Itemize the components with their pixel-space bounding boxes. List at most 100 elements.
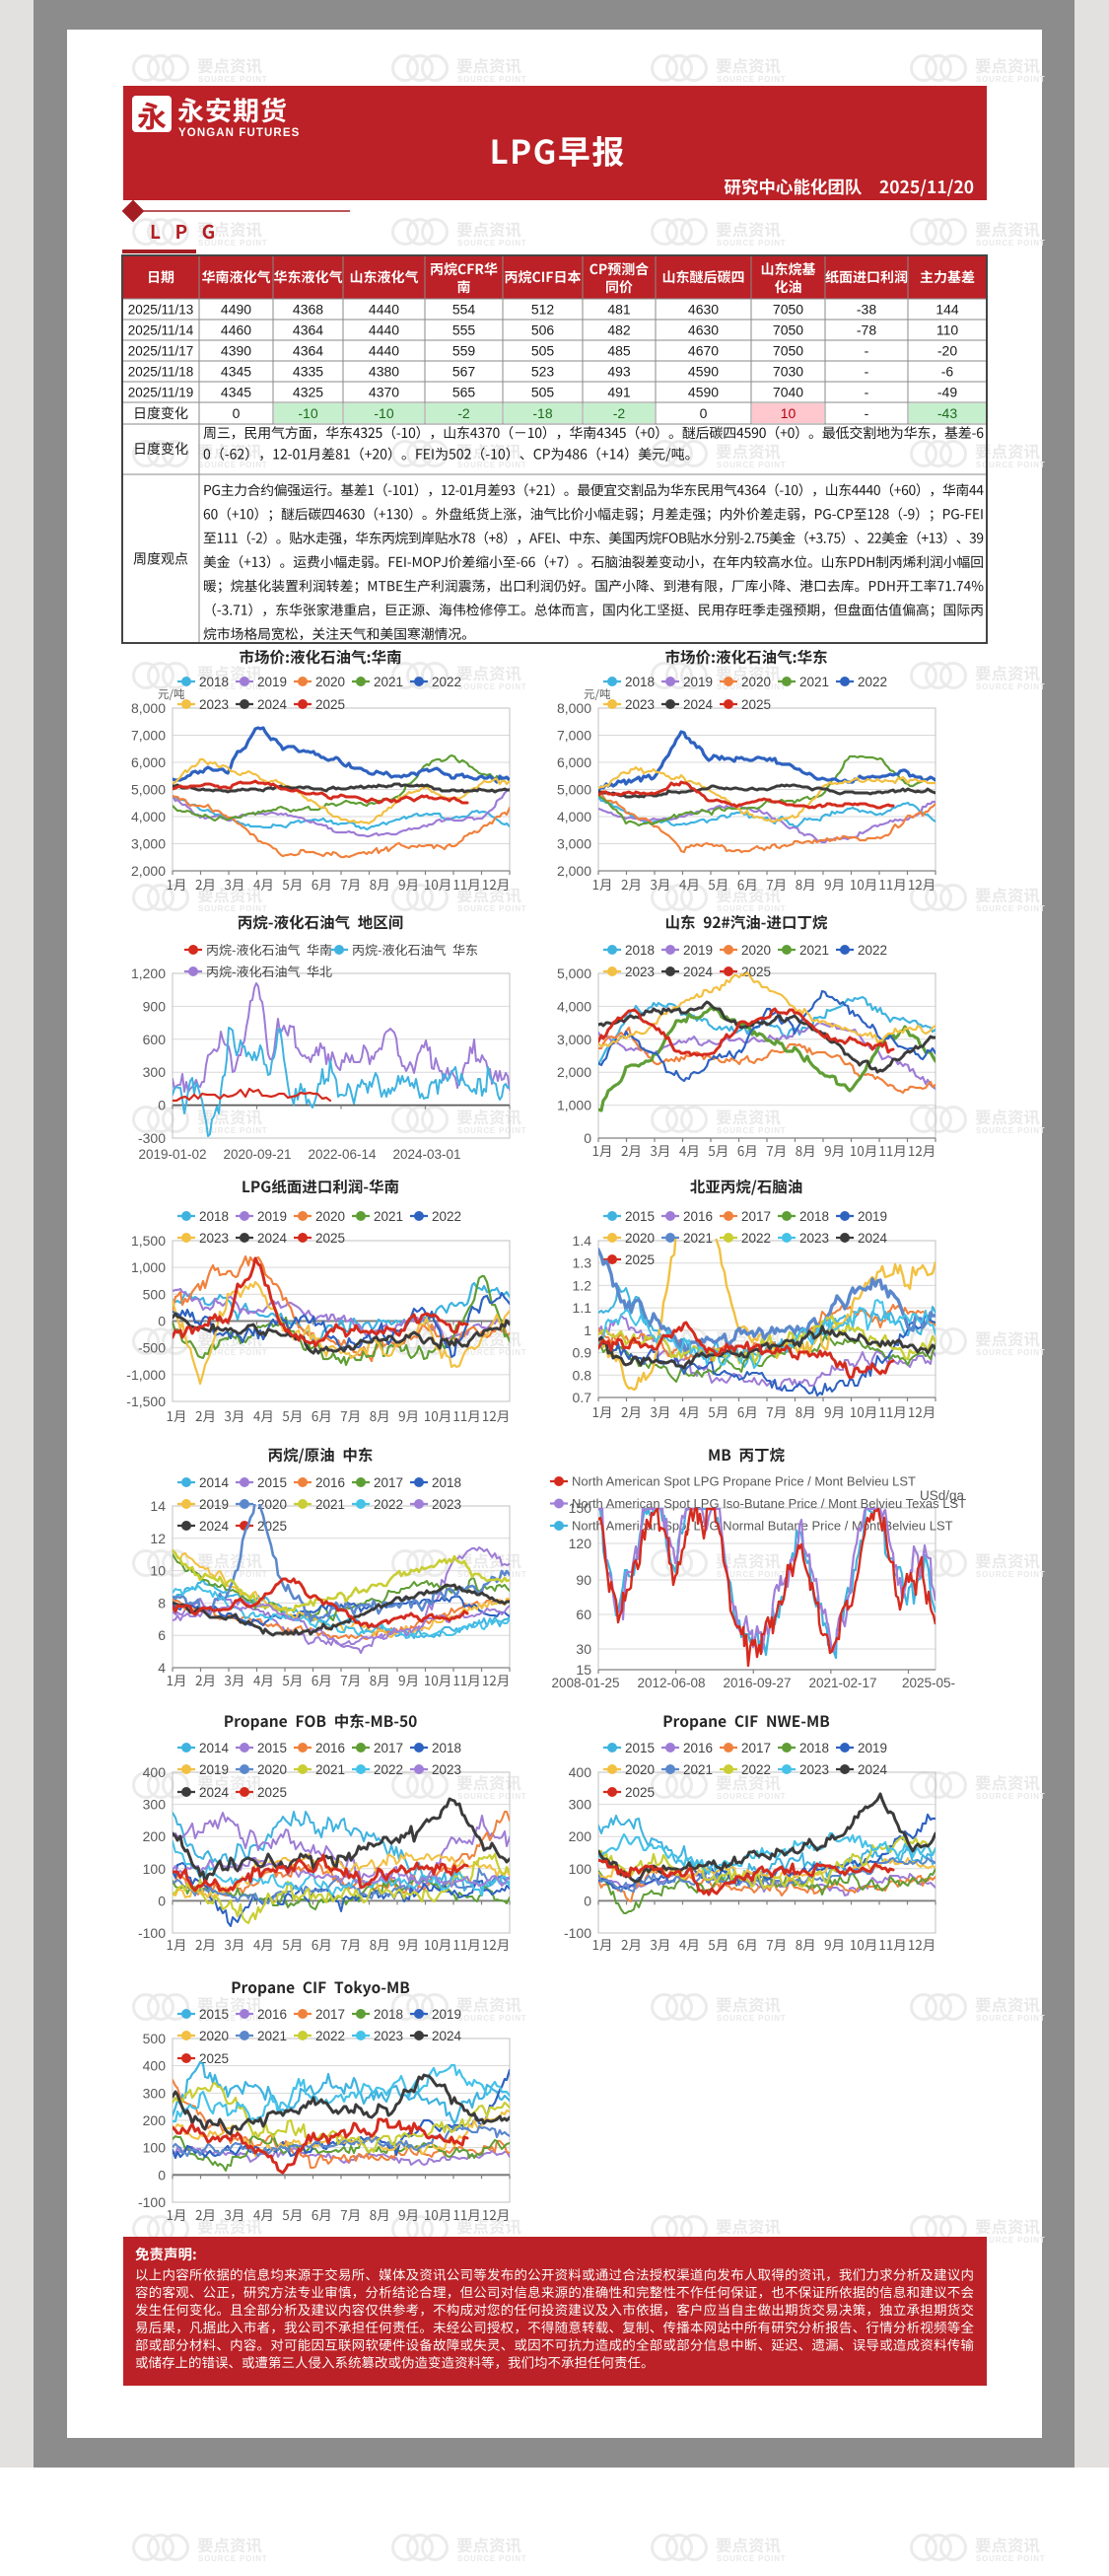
svg-text:SOURCE POINT: SOURCE POINT bbox=[198, 682, 268, 691]
svg-text:2025: 2025 bbox=[315, 697, 345, 712]
svg-text:1,000: 1,000 bbox=[131, 1259, 166, 1275]
svg-text:SOURCE POINT: SOURCE POINT bbox=[976, 682, 1046, 691]
svg-text:30: 30 bbox=[576, 1641, 591, 1657]
svg-text:0: 0 bbox=[700, 405, 708, 421]
svg-text:-6: -6 bbox=[941, 364, 954, 380]
svg-text:2014: 2014 bbox=[199, 1475, 230, 1490]
svg-text:0: 0 bbox=[158, 1893, 166, 1908]
svg-text:4460: 4460 bbox=[221, 322, 251, 338]
svg-text:2024: 2024 bbox=[257, 1231, 288, 1246]
svg-text:SOURCE POINT: SOURCE POINT bbox=[198, 1348, 268, 1357]
svg-text:200: 200 bbox=[569, 1828, 592, 1844]
svg-text:4490: 4490 bbox=[221, 302, 251, 318]
svg-text:60: 60 bbox=[576, 1607, 591, 1622]
svg-text:2008-01-25: 2008-01-25 bbox=[551, 1676, 619, 1690]
svg-text:SOURCE POINT: SOURCE POINT bbox=[717, 2554, 787, 2563]
svg-text:-2: -2 bbox=[613, 405, 626, 421]
svg-text:567: 567 bbox=[452, 364, 476, 380]
svg-text:554: 554 bbox=[452, 302, 476, 318]
svg-text:0.9: 0.9 bbox=[573, 1345, 592, 1361]
svg-text:4390: 4390 bbox=[221, 343, 251, 359]
svg-text:2023: 2023 bbox=[199, 1231, 229, 1246]
svg-text:6: 6 bbox=[158, 1627, 166, 1643]
svg-text:2,000: 2,000 bbox=[557, 1064, 591, 1080]
svg-text:4325: 4325 bbox=[293, 385, 323, 400]
svg-text:4630: 4630 bbox=[688, 322, 719, 338]
svg-text:-38: -38 bbox=[857, 302, 876, 318]
svg-text:2016-09-27: 2016-09-27 bbox=[723, 1676, 791, 1690]
svg-text:2020: 2020 bbox=[741, 943, 771, 958]
svg-text:3,000: 3,000 bbox=[131, 836, 166, 852]
svg-text:2022: 2022 bbox=[858, 675, 887, 689]
svg-text:15: 15 bbox=[576, 1662, 591, 1678]
svg-text:-500: -500 bbox=[138, 1340, 166, 1356]
svg-text:2023: 2023 bbox=[625, 965, 655, 979]
svg-text:0.7: 0.7 bbox=[573, 1390, 592, 1405]
svg-text:2025: 2025 bbox=[741, 965, 771, 979]
svg-text:SOURCE POINT: SOURCE POINT bbox=[976, 1570, 1046, 1579]
svg-text:2015: 2015 bbox=[625, 1741, 655, 1755]
svg-text:2015: 2015 bbox=[625, 1209, 655, 1224]
svg-text:1: 1 bbox=[584, 1323, 591, 1338]
svg-text:2020: 2020 bbox=[257, 1762, 287, 1777]
svg-text:90: 90 bbox=[576, 1572, 591, 1588]
svg-text:4368: 4368 bbox=[293, 302, 323, 318]
svg-text:2020-09-21: 2020-09-21 bbox=[223, 1147, 291, 1162]
svg-text:2020: 2020 bbox=[315, 675, 345, 689]
svg-text:SOURCE POINT: SOURCE POINT bbox=[976, 461, 1046, 469]
svg-text:-18: -18 bbox=[532, 405, 552, 421]
svg-text:2023: 2023 bbox=[374, 2029, 403, 2043]
svg-text:400: 400 bbox=[143, 1764, 167, 1780]
svg-text:2023: 2023 bbox=[625, 697, 655, 712]
svg-text:2025-05-: 2025-05- bbox=[902, 1676, 955, 1690]
svg-text:SOURCE POINT: SOURCE POINT bbox=[198, 2014, 268, 2023]
svg-text:10: 10 bbox=[150, 1563, 166, 1579]
svg-text:1.2: 1.2 bbox=[573, 1277, 592, 1293]
svg-text:2025/11/18: 2025/11/18 bbox=[128, 365, 194, 380]
svg-text:2025/11/19: 2025/11/19 bbox=[128, 386, 194, 400]
svg-text:2018: 2018 bbox=[432, 1741, 461, 1755]
svg-text:2019: 2019 bbox=[199, 1762, 229, 1777]
svg-text:2018: 2018 bbox=[374, 2007, 403, 2022]
svg-text:1,500: 1,500 bbox=[131, 1233, 166, 1249]
svg-text:SOURCE POINT: SOURCE POINT bbox=[198, 1126, 268, 1135]
svg-text:2017: 2017 bbox=[741, 1209, 771, 1224]
svg-text:2017: 2017 bbox=[741, 1741, 771, 1755]
svg-text:512: 512 bbox=[531, 302, 555, 318]
svg-text:SOURCE POINT: SOURCE POINT bbox=[198, 461, 268, 469]
svg-text:4380: 4380 bbox=[369, 364, 399, 380]
svg-text:900: 900 bbox=[143, 998, 167, 1014]
svg-text:SOURCE POINT: SOURCE POINT bbox=[457, 1570, 527, 1579]
svg-text:4590: 4590 bbox=[688, 364, 719, 380]
svg-text:-20: -20 bbox=[937, 343, 957, 359]
svg-text:-49: -49 bbox=[937, 385, 957, 400]
svg-text:2021: 2021 bbox=[799, 943, 829, 958]
svg-text:2016: 2016 bbox=[683, 1741, 713, 1755]
svg-text:-78: -78 bbox=[857, 322, 876, 338]
svg-text:2017: 2017 bbox=[374, 1741, 403, 1755]
svg-text:300: 300 bbox=[569, 1797, 592, 1813]
svg-text:4590: 4590 bbox=[688, 385, 719, 400]
svg-text:North American Spot LPG Normal: North American Spot LPG Normal Butane Pr… bbox=[572, 1519, 953, 1534]
svg-text:2022: 2022 bbox=[374, 1762, 403, 1777]
svg-text:SOURCE POINT: SOURCE POINT bbox=[717, 1126, 787, 1135]
svg-text:8,000: 8,000 bbox=[557, 700, 591, 716]
svg-text:SOURCE POINT: SOURCE POINT bbox=[457, 75, 527, 84]
svg-text:2019: 2019 bbox=[199, 1497, 229, 1512]
svg-text:4345: 4345 bbox=[221, 364, 251, 380]
svg-text:2021: 2021 bbox=[799, 675, 829, 689]
svg-text:482: 482 bbox=[607, 322, 631, 338]
svg-text:-10: -10 bbox=[298, 405, 317, 421]
svg-text:SOURCE POINT: SOURCE POINT bbox=[198, 1792, 268, 1801]
svg-text:SOURCE POINT: SOURCE POINT bbox=[198, 1570, 268, 1579]
svg-text:SOURCE POINT: SOURCE POINT bbox=[717, 239, 787, 248]
svg-text:SOURCE POINT: SOURCE POINT bbox=[976, 2554, 1046, 2563]
svg-text:2018: 2018 bbox=[625, 943, 655, 958]
svg-text:2019: 2019 bbox=[858, 1741, 887, 1755]
svg-text:1,000: 1,000 bbox=[557, 1098, 591, 1113]
svg-text:0.8: 0.8 bbox=[573, 1367, 592, 1383]
svg-text:100: 100 bbox=[569, 1861, 592, 1877]
svg-text:4,000: 4,000 bbox=[557, 998, 591, 1014]
svg-text:SOURCE POINT: SOURCE POINT bbox=[457, 1348, 527, 1357]
svg-text:SOURCE POINT: SOURCE POINT bbox=[198, 75, 268, 84]
